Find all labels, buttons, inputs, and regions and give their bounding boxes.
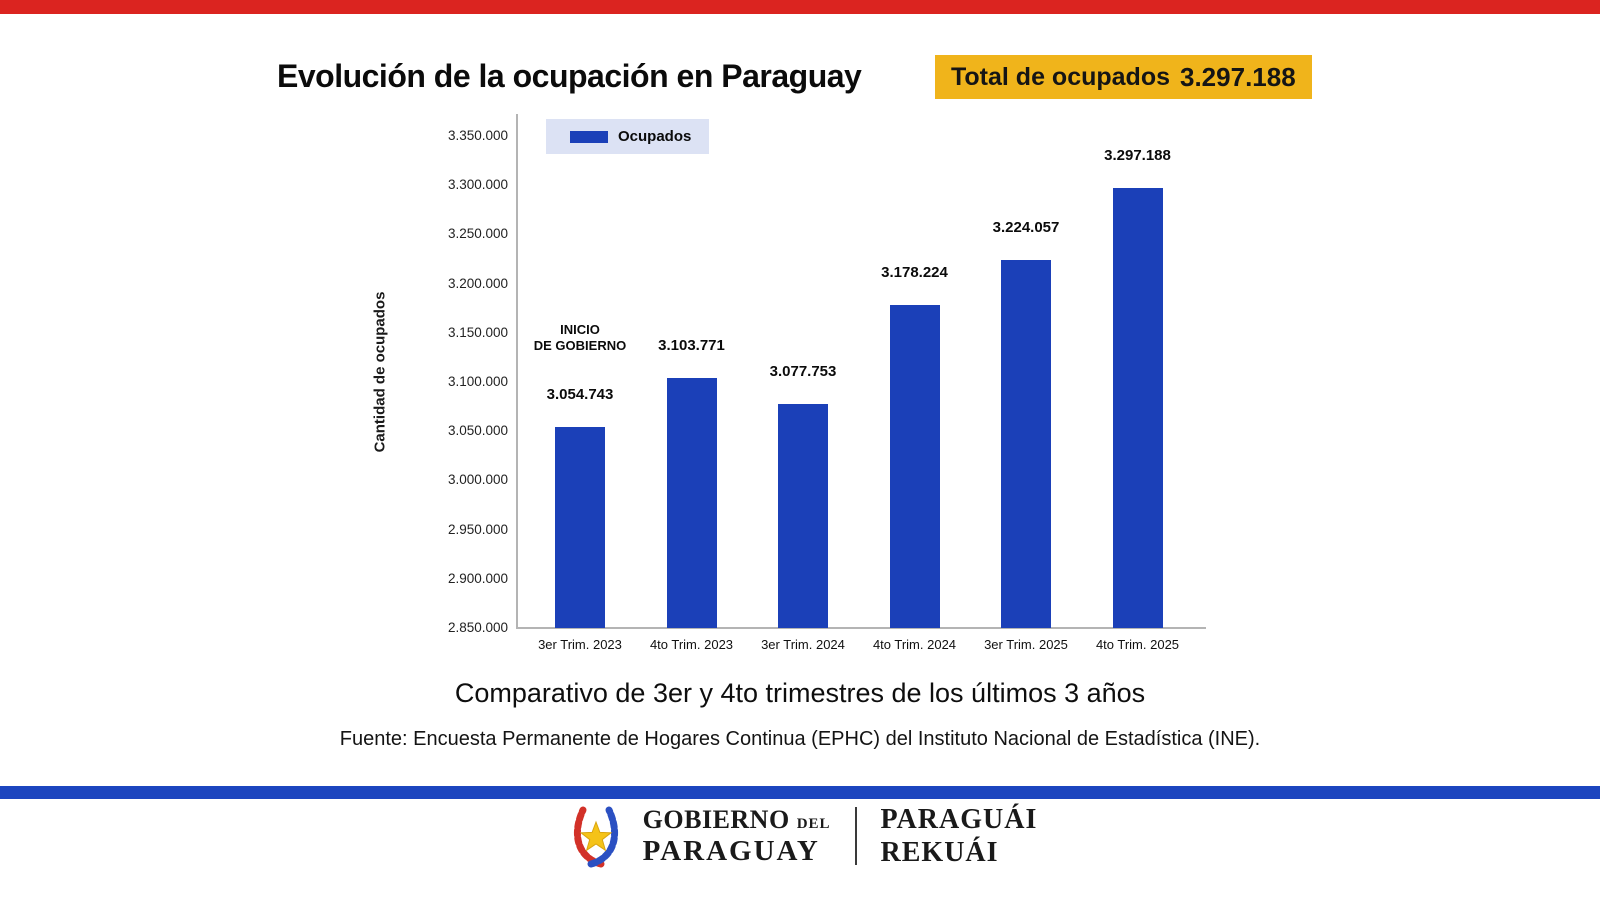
star-icon <box>579 820 613 852</box>
logo-rekuai: REKUÁI <box>880 836 999 868</box>
bar-value-label: 3.077.753 <box>769 362 837 380</box>
y-tick-label: 3.000.000 <box>447 472 508 488</box>
bar-value-label: 3.224.057 <box>992 218 1060 236</box>
x-axis-line <box>516 627 1206 629</box>
y-tick-label: 3.050.000 <box>447 423 508 439</box>
logo-left-text: GOBIERNO DEL PARAGUAY <box>642 804 831 867</box>
bar-value-label: 3.054.743 <box>546 385 614 403</box>
x-tick-label: 4to Trim. 2023 <box>649 637 734 652</box>
logo-gobierno: GOBIERNO <box>642 804 790 834</box>
logo-separator <box>854 807 857 865</box>
x-tick-label: 3er Trim. 2024 <box>761 637 845 652</box>
y-tick-label: 3.350.000 <box>447 128 508 143</box>
y-tick-label: 3.300.000 <box>447 177 508 193</box>
top-red-bar <box>0 0 1600 14</box>
legend-swatch <box>570 130 608 143</box>
chart-bar <box>1001 259 1051 628</box>
total-ocupados-badge: Total de ocupados 3.297.188 <box>935 55 1312 99</box>
legend-label: Ocupados <box>618 128 692 145</box>
chart-bar <box>778 403 828 628</box>
logo-paraguay: PARAGUAY <box>642 834 820 867</box>
chart-bar <box>889 305 940 628</box>
badge-label: Total de ocupados <box>951 62 1170 91</box>
paraguay-coat-of-arms-icon <box>573 806 618 868</box>
y-tick-label: 2.850.000 <box>447 620 508 635</box>
annotation-line: DE GOBIERNO <box>533 338 627 353</box>
x-tick-label: 3er Trim. 2025 <box>984 637 1068 652</box>
logo-right-text: PARAGUÁI REKUÁI <box>880 803 1038 868</box>
bar-value-label: 3.103.771 <box>658 337 725 355</box>
y-tick-label: 3.250.000 <box>447 226 508 242</box>
bar-value-label: 3.178.224 <box>881 264 948 282</box>
x-tick-label: 4to Trim. 2024 <box>872 637 957 652</box>
y-tick-label: 3.150.000 <box>447 324 508 340</box>
annotation-line: INICIO <box>560 322 600 337</box>
inicio-de-gobierno-annotation: INICIO DE GOBIERNO <box>495 322 665 354</box>
bar-value-label: 3.297.188 <box>1104 146 1171 164</box>
page-title: Evolución de la ocupación en Paraguay <box>277 58 862 94</box>
logo-paraguai: PARAGUÁI <box>880 803 1038 835</box>
chart-subtitle: Comparativo de 3er y 4to trimestres de l… <box>454 678 1146 708</box>
x-tick-label: 4to Trim. 2025 <box>1095 637 1180 652</box>
y-tick-label: 3.200.000 <box>447 275 508 291</box>
chart-bar <box>555 426 605 628</box>
chart-legend: Ocupados <box>546 119 710 154</box>
chart-bar <box>1112 187 1163 628</box>
logo-del: DEL <box>796 815 831 832</box>
badge-value: 3.297.188 <box>1180 61 1296 92</box>
source-note: Fuente: Encuesta Permanente de Hogares C… <box>339 728 1261 750</box>
y-tick-label: 2.900.000 <box>447 570 508 586</box>
y-axis-line <box>516 114 518 629</box>
government-logo: GOBIERNO DEL PARAGUAY PARAGUÁI REKUÁI <box>0 802 1600 870</box>
y-tick-label: 3.100.000 <box>447 374 508 389</box>
footer-blue-divider <box>0 786 1600 799</box>
chart-bar <box>666 378 717 628</box>
y-tick-label: 2.950.000 <box>447 521 508 537</box>
x-tick-label: 3er Trim. 2023 <box>538 637 622 652</box>
